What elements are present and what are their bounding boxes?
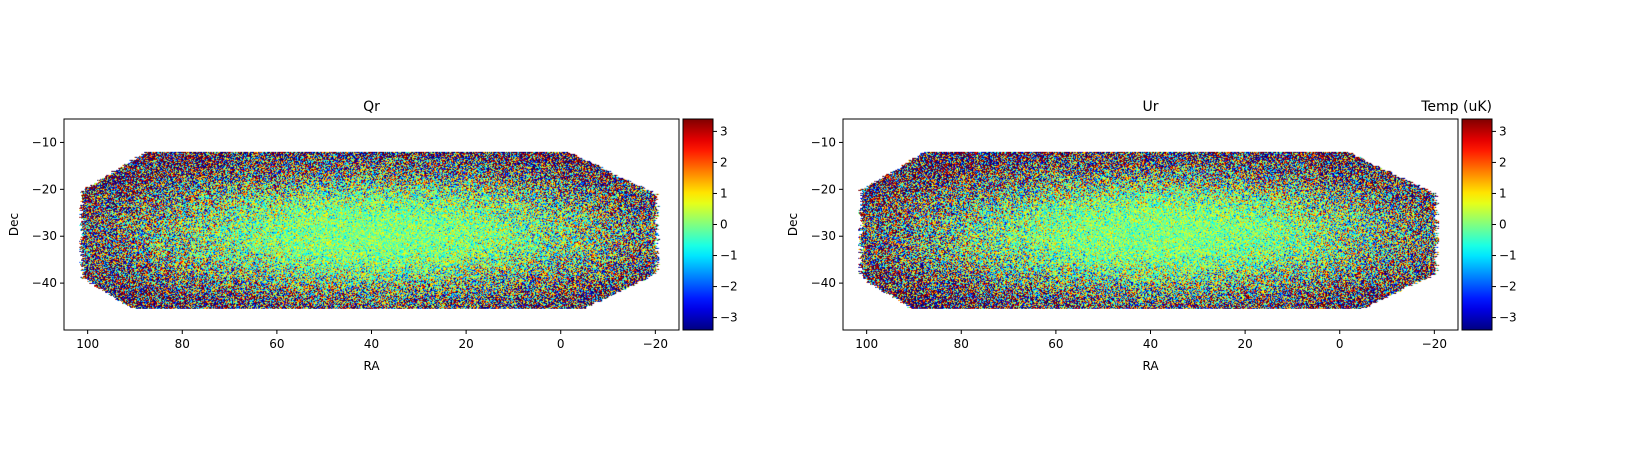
heatmap-image — [857, 151, 1440, 309]
y-tick-label: −20 — [32, 182, 57, 196]
x-tick-label: 60 — [269, 337, 284, 351]
colorbar — [683, 119, 713, 330]
panel-qr: Qr 100 80 60 40 20 0 −20 RA −10 −20 −30 −40 Dec 3 2 1 0 −1… — [7, 99, 738, 373]
colorbar-tick-label: 1 — [720, 186, 728, 200]
x-tick-label: 0 — [1336, 337, 1344, 351]
colorbar-tick-label: −2 — [720, 280, 738, 294]
x-axis-label: RA — [363, 359, 380, 373]
colorbar-tick-label: −1 — [720, 249, 738, 263]
chart-title: Qr — [363, 99, 380, 115]
y-tick-label: −10 — [32, 135, 57, 149]
y-tick-label: −20 — [811, 182, 836, 196]
y-tick-label: −40 — [32, 276, 57, 290]
colorbar-tick-label: −3 — [1499, 311, 1517, 325]
y-tick-label: −30 — [811, 229, 836, 243]
x-axis-label: RA — [1142, 359, 1159, 373]
colorbar-tick-label: 2 — [1499, 155, 1507, 169]
x-tick-label: −20 — [1422, 337, 1447, 351]
x-tick-label: 60 — [1048, 337, 1063, 351]
colorbar-tick-label: 3 — [1499, 124, 1507, 138]
panel-ur: Ur 100 80 60 40 20 0 −20 RA −10 −20 −30 −40 Dec 3 2 1 0 −1… — [786, 99, 1517, 373]
colorbar-tick-label: −2 — [1499, 280, 1517, 294]
x-tick-label: 100 — [76, 337, 99, 351]
colorbar-tick-label: 3 — [720, 124, 728, 138]
x-tick-label: 0 — [557, 337, 565, 351]
x-tick-label: 40 — [1143, 337, 1158, 351]
y-axis-label: Dec — [786, 213, 800, 236]
colorbar-label: Temp (uK) — [1420, 99, 1492, 115]
x-tick-label: 80 — [954, 337, 969, 351]
y-tick-label: −40 — [811, 276, 836, 290]
y-tick-label: −10 — [811, 135, 836, 149]
x-tick-label: 100 — [855, 337, 878, 351]
y-axis-label: Dec — [7, 213, 21, 236]
chart-title: Ur — [1142, 99, 1158, 115]
colorbar — [1462, 119, 1492, 330]
colorbar-tick-label: 1 — [1499, 186, 1507, 200]
x-tick-label: 80 — [175, 337, 190, 351]
heatmap-image — [78, 151, 661, 309]
colorbar-tick-label: 0 — [720, 218, 728, 232]
x-tick-label: 20 — [458, 337, 473, 351]
colorbar-tick-label: −1 — [1499, 249, 1517, 263]
x-tick-label: −20 — [643, 337, 668, 351]
colorbar-tick-label: −3 — [720, 311, 738, 325]
x-tick-label: 20 — [1237, 337, 1252, 351]
colorbar-tick-label: 0 — [1499, 218, 1507, 232]
y-tick-label: −30 — [32, 229, 57, 243]
x-tick-label: 40 — [364, 337, 379, 351]
colorbar-tick-label: 2 — [720, 155, 728, 169]
